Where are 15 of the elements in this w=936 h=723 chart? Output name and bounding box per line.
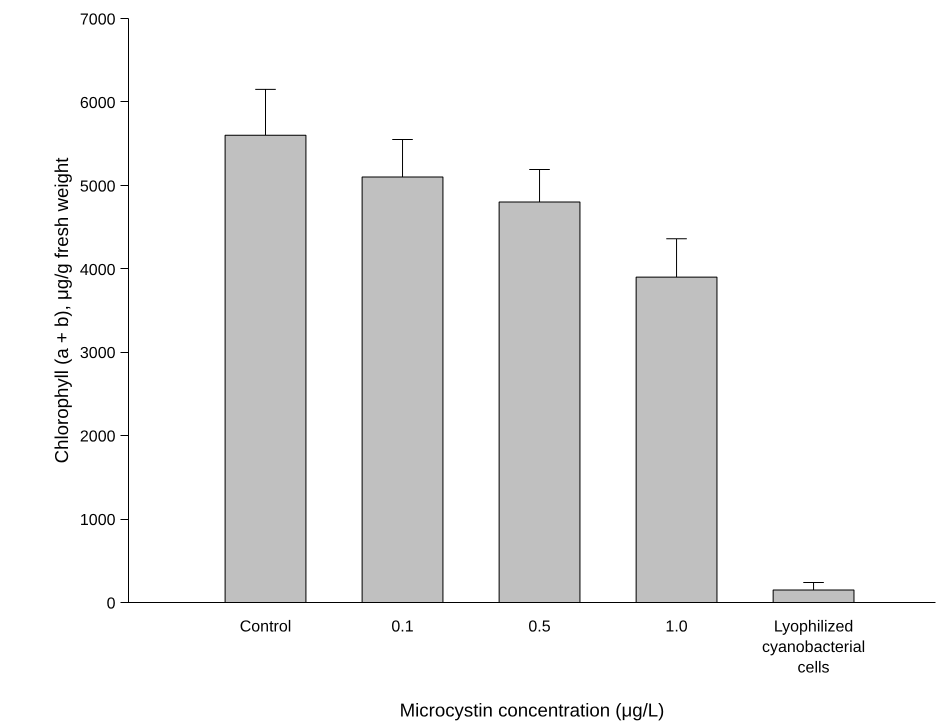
- x-axis-title: Microcystin concentration (μg/L): [400, 699, 664, 720]
- y-axis-title: Chlorophyll (a + b), μg/g fresh weight: [50, 156, 72, 464]
- y-tick-label: 7000: [80, 12, 116, 28]
- y-tick-label: 4000: [80, 262, 116, 279]
- x-tick-label: 1.0: [665, 618, 688, 636]
- y-tick-label: 6000: [80, 94, 116, 112]
- y-tick-label: 2000: [80, 428, 116, 446]
- x-tick-label: 0.5: [528, 618, 551, 636]
- y-tick-label: 3000: [80, 345, 116, 362]
- x-tick-label: 0.1: [391, 618, 414, 636]
- y-tick-label: 5000: [80, 178, 116, 196]
- y-tick-label: 1000: [80, 512, 116, 530]
- y-tick-label: 0: [106, 596, 116, 612]
- x-tick-label: Control: [240, 618, 292, 636]
- x-tick-label: Lyophilized cyanobacterial cells: [762, 618, 866, 676]
